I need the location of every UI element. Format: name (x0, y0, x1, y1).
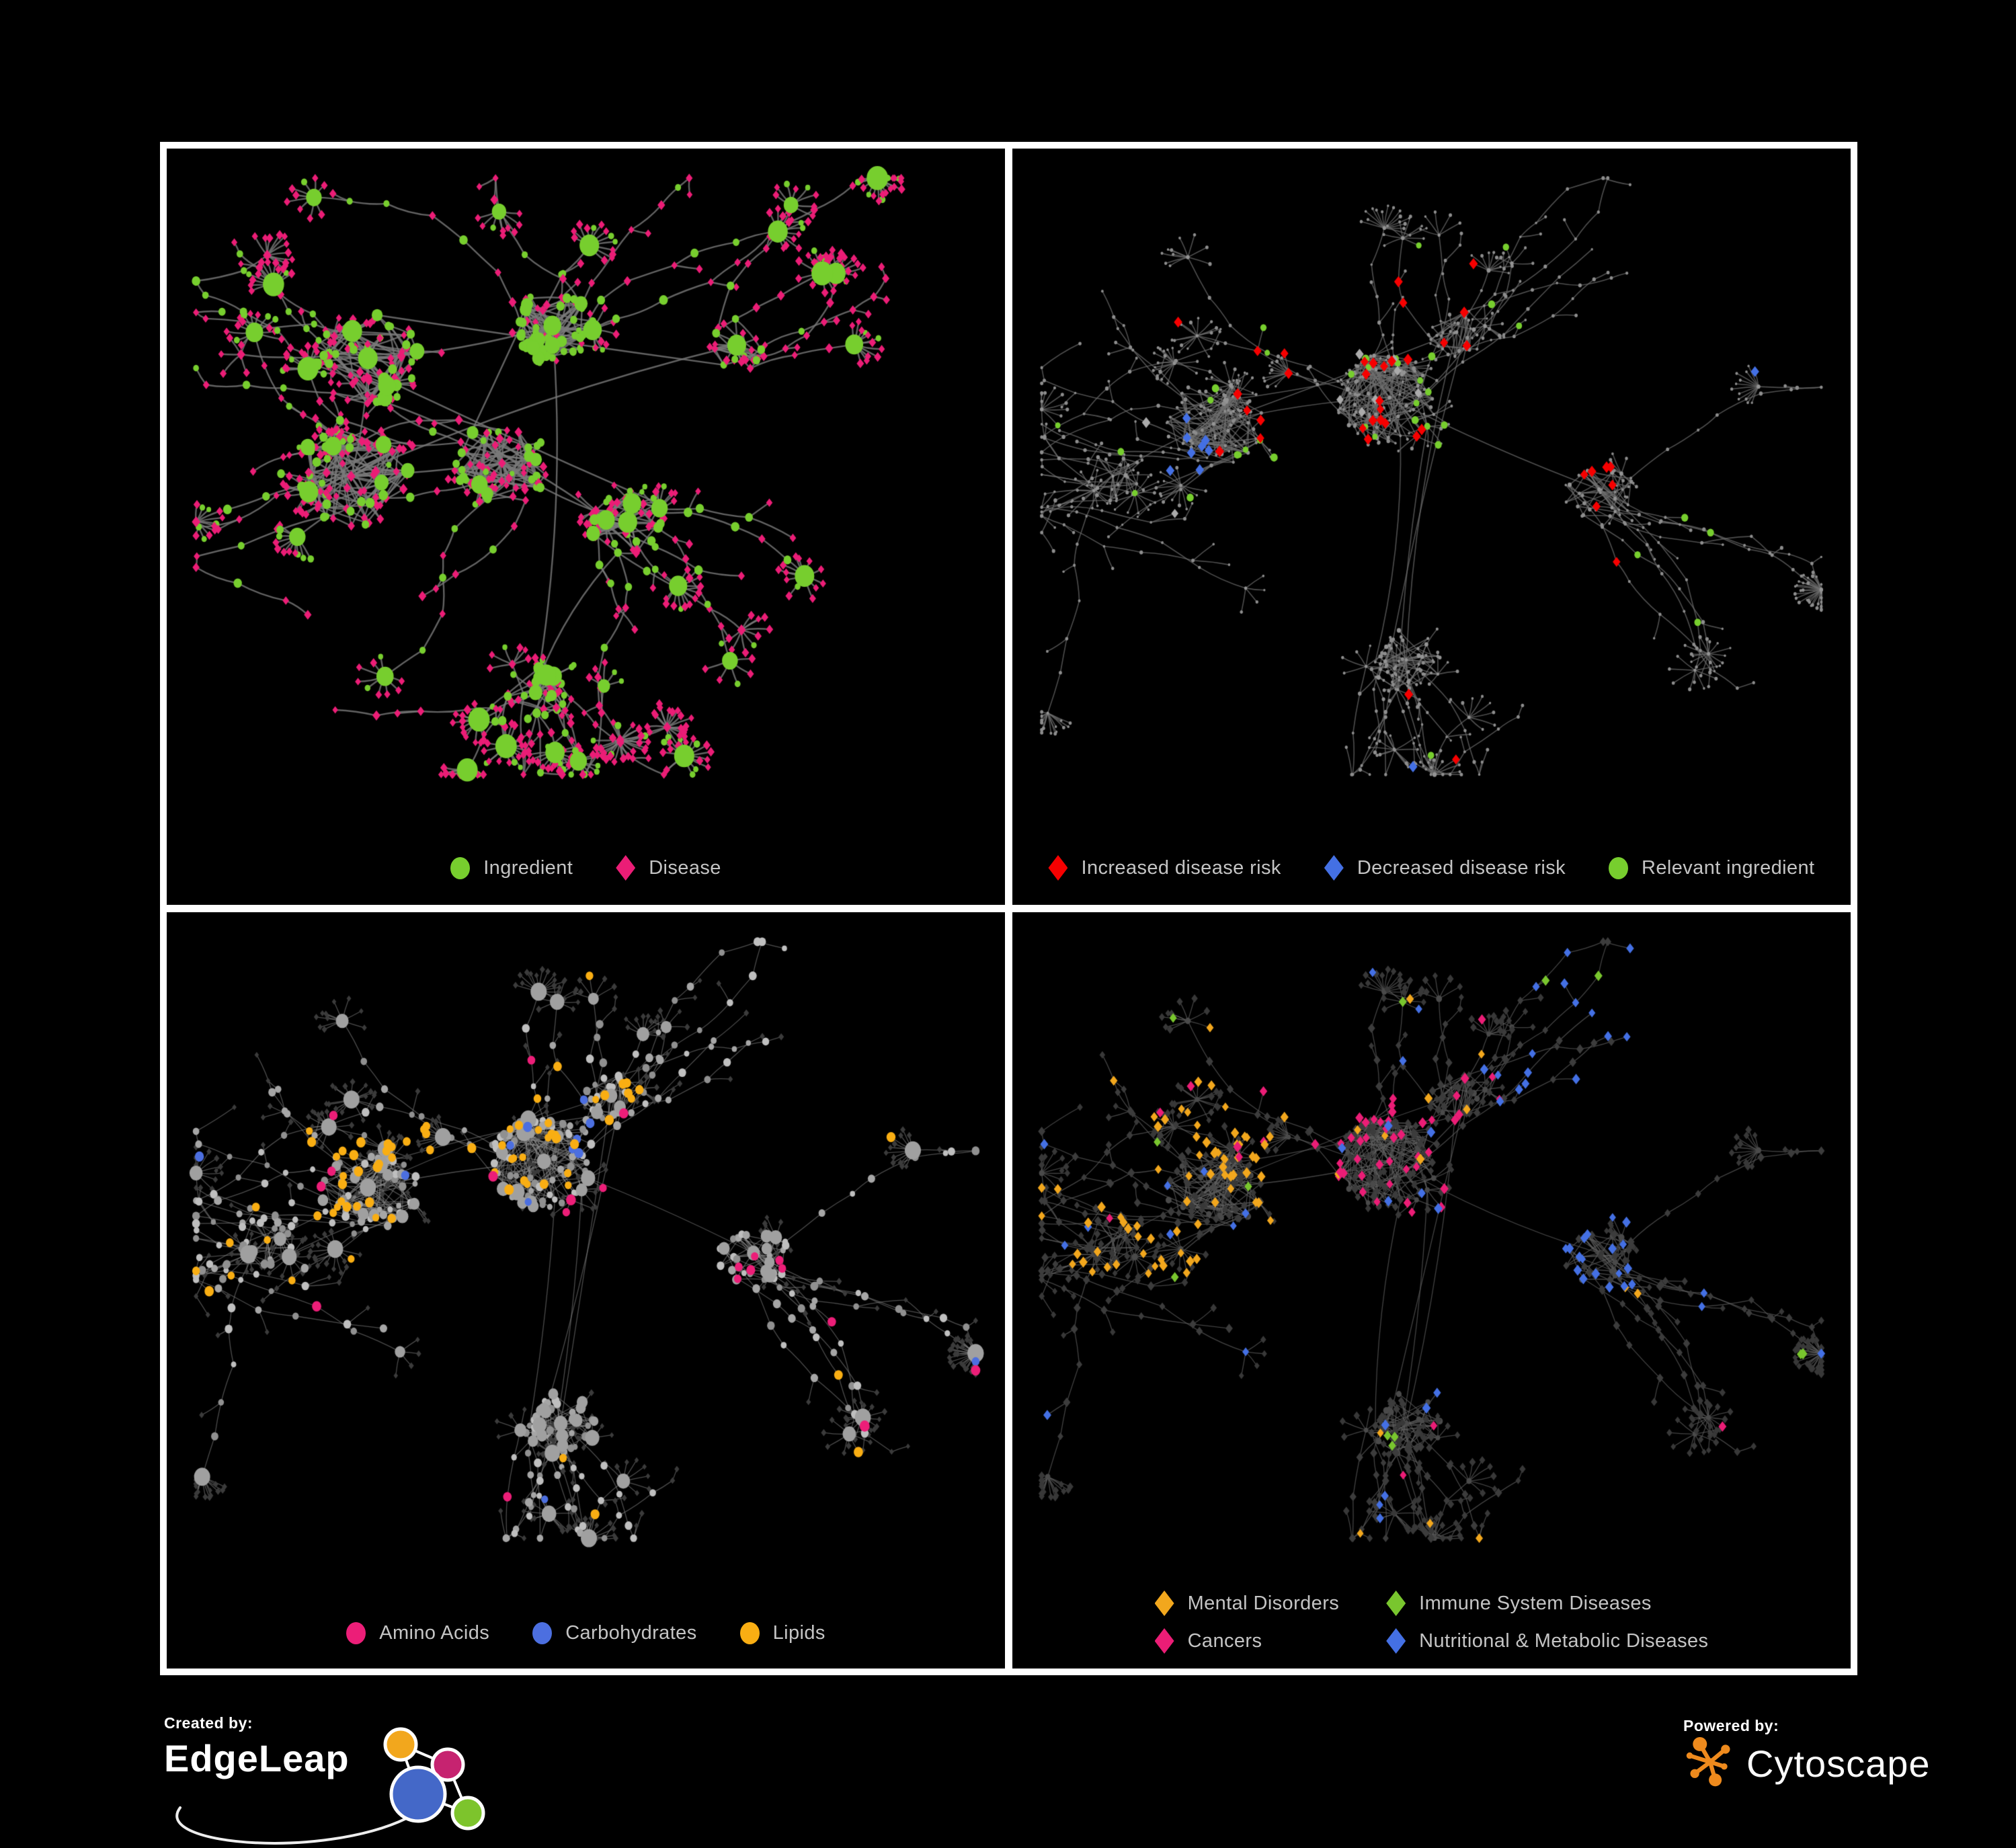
edgeleap-logo-icon (175, 1727, 485, 1845)
created-by-label: Created by: (164, 1714, 253, 1732)
panel-ingredient-disease: Ingredient Disease (167, 149, 1005, 905)
powered-by-block: Powered by: (1683, 1717, 1931, 1790)
network-canvas-disease-categories (1012, 912, 1851, 1669)
network-canvas-disease-risk (1012, 149, 1851, 905)
network-canvas-ingredient-disease (167, 149, 1005, 905)
panel-grid: Ingredient Disease Increased disease risk… (160, 142, 1857, 1675)
panel-disease-risk: Increased disease risk Decreased disease … (1012, 149, 1851, 905)
powered-by-label: Powered by: (1683, 1717, 1779, 1734)
edgeleap-brand: EdgeLeap (164, 1727, 608, 1845)
cytoscape-brand: Cytoscape (1683, 1736, 1931, 1790)
cytoscape-logo-icon (1686, 1736, 1730, 1787)
network-canvas-nutrient-classes (167, 912, 1005, 1669)
edgeleap-wordmark: EdgeLeap (164, 1737, 350, 1779)
cytoscape-wordmark: Cytoscape (1746, 1742, 1931, 1785)
panel-nutrient-classes: Amino Acids Carbohydrates Lipids (167, 912, 1005, 1669)
panel-disease-categories: Mental Disorders Immune System Diseases Ca… (1012, 912, 1851, 1669)
created-by-block: Created by: EdgeLeap (164, 1714, 608, 1845)
